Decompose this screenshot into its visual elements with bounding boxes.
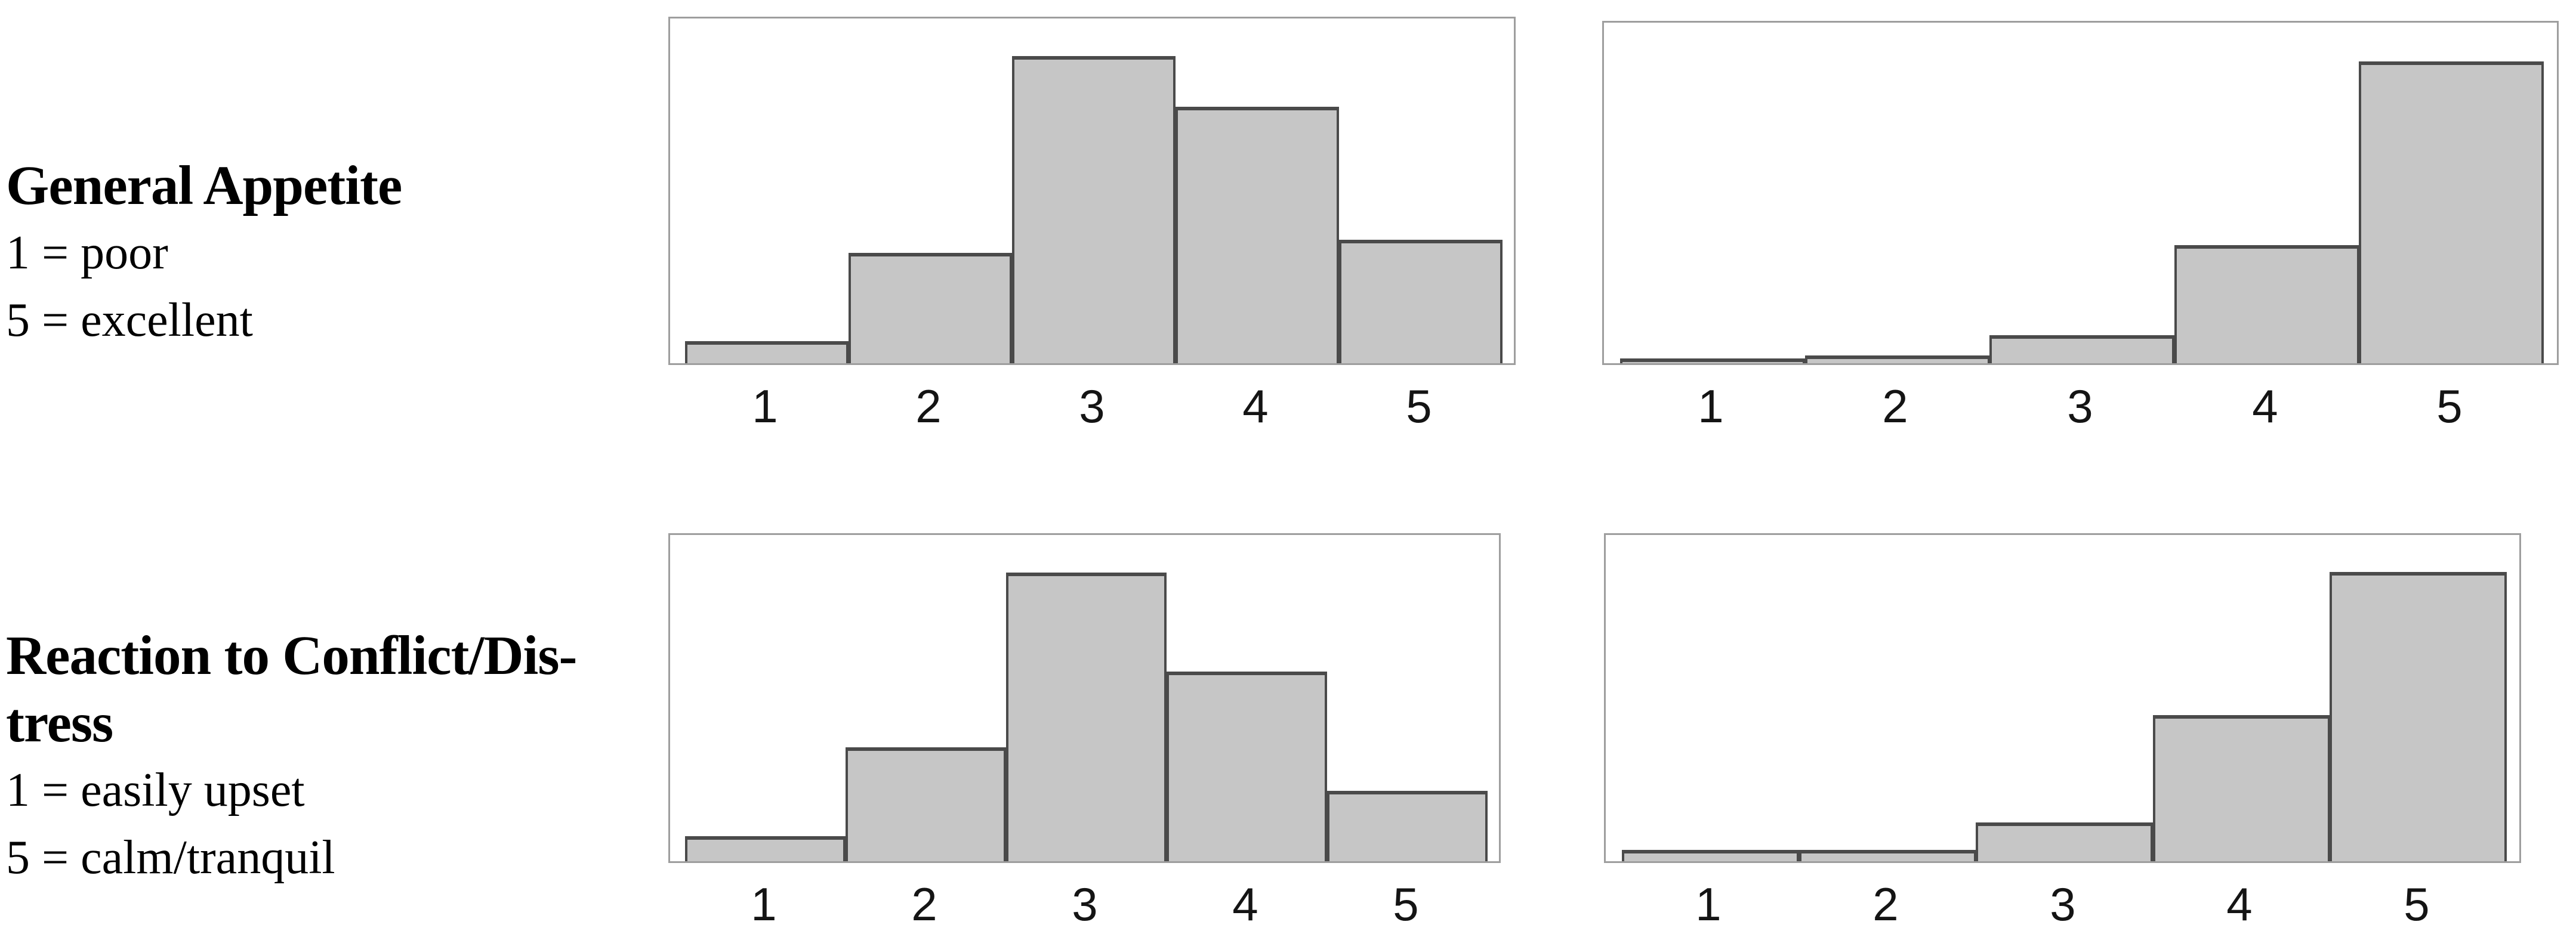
x-tick-general-appetite-right-4: 4 bbox=[2252, 380, 2278, 432]
bar-general-appetite-right-x5 bbox=[2359, 61, 2544, 363]
bar-general-appetite-left-x5 bbox=[1339, 240, 1503, 363]
bar-general-appetite-left-x3 bbox=[1012, 56, 1176, 363]
scale-line-1: 1 = poor bbox=[6, 227, 168, 279]
histogram-panel-general-appetite-left bbox=[668, 17, 1516, 365]
x-tick-general-appetite-right-1: 1 bbox=[1698, 380, 1724, 432]
bar-reaction-conflict-right-x2 bbox=[1799, 850, 1976, 861]
row-title: General Appetite bbox=[6, 155, 402, 216]
bar-reaction-conflict-left-x1 bbox=[685, 836, 846, 861]
x-tick-reaction-conflict-right-5: 5 bbox=[2404, 878, 2430, 930]
scale-line-1: 1 = easily upset bbox=[6, 764, 305, 816]
histogram-panel-reaction-conflict-left bbox=[668, 533, 1501, 863]
bar-general-appetite-right-x1 bbox=[1620, 358, 1805, 363]
bar-reaction-conflict-left-x4 bbox=[1167, 672, 1327, 861]
x-tick-general-appetite-left-3: 3 bbox=[1079, 380, 1105, 432]
x-tick-reaction-conflict-left-2: 2 bbox=[911, 878, 937, 930]
bar-reaction-conflict-left-x5 bbox=[1327, 791, 1488, 861]
bar-general-appetite-right-x2 bbox=[1805, 355, 1990, 363]
bar-general-appetite-right-x3 bbox=[1989, 335, 2174, 363]
x-tick-reaction-conflict-right-3: 3 bbox=[2050, 878, 2076, 930]
scale-line-5: 5 = excellent bbox=[6, 294, 253, 347]
row-label-general-appetite: General Appetite 1 = poor 5 = excellent bbox=[6, 152, 662, 354]
bar-reaction-conflict-right-x1 bbox=[1622, 850, 1799, 861]
row-title-continued: tress bbox=[6, 692, 113, 754]
x-tick-general-appetite-left-1: 1 bbox=[752, 380, 778, 432]
bar-general-appetite-left-x2 bbox=[849, 253, 1012, 363]
x-tick-general-appetite-right-2: 2 bbox=[1882, 380, 1908, 432]
row-title: Reaction to Conflict/Dis- bbox=[6, 625, 578, 686]
x-tick-reaction-conflict-left-1: 1 bbox=[751, 878, 777, 930]
bar-reaction-conflict-right-x3 bbox=[1976, 822, 2153, 861]
bar-reaction-conflict-right-x5 bbox=[2330, 572, 2507, 861]
histogram-panel-reaction-conflict-right bbox=[1604, 533, 2521, 863]
bar-reaction-conflict-left-x3 bbox=[1006, 573, 1167, 861]
x-tick-reaction-conflict-right-4: 4 bbox=[2226, 878, 2253, 930]
x-tick-general-appetite-right-5: 5 bbox=[2436, 380, 2463, 432]
bar-reaction-conflict-right-x4 bbox=[2153, 715, 2330, 861]
x-tick-reaction-conflict-left-3: 3 bbox=[1072, 878, 1098, 930]
x-tick-general-appetite-left-4: 4 bbox=[1242, 380, 1269, 432]
x-tick-reaction-conflict-left-4: 4 bbox=[1232, 878, 1258, 930]
histogram-panel-general-appetite-right bbox=[1602, 21, 2559, 365]
bar-general-appetite-left-x4 bbox=[1176, 107, 1339, 363]
x-tick-reaction-conflict-right-1: 1 bbox=[1695, 878, 1722, 930]
x-tick-general-appetite-left-5: 5 bbox=[1406, 380, 1432, 432]
row-label-reaction-to-conflict: Reaction to Conflict/Dis- tress 1 = easi… bbox=[6, 622, 662, 892]
bar-general-appetite-left-x1 bbox=[685, 341, 849, 363]
x-tick-general-appetite-left-2: 2 bbox=[915, 380, 942, 432]
bar-reaction-conflict-left-x2 bbox=[846, 747, 1006, 861]
x-tick-general-appetite-right-3: 3 bbox=[2067, 380, 2093, 432]
x-tick-reaction-conflict-left-5: 5 bbox=[1393, 878, 1419, 930]
scale-line-5: 5 = calm/tranquil bbox=[6, 831, 335, 884]
bar-general-appetite-right-x4 bbox=[2174, 245, 2359, 363]
x-tick-reaction-conflict-right-2: 2 bbox=[1872, 878, 1899, 930]
